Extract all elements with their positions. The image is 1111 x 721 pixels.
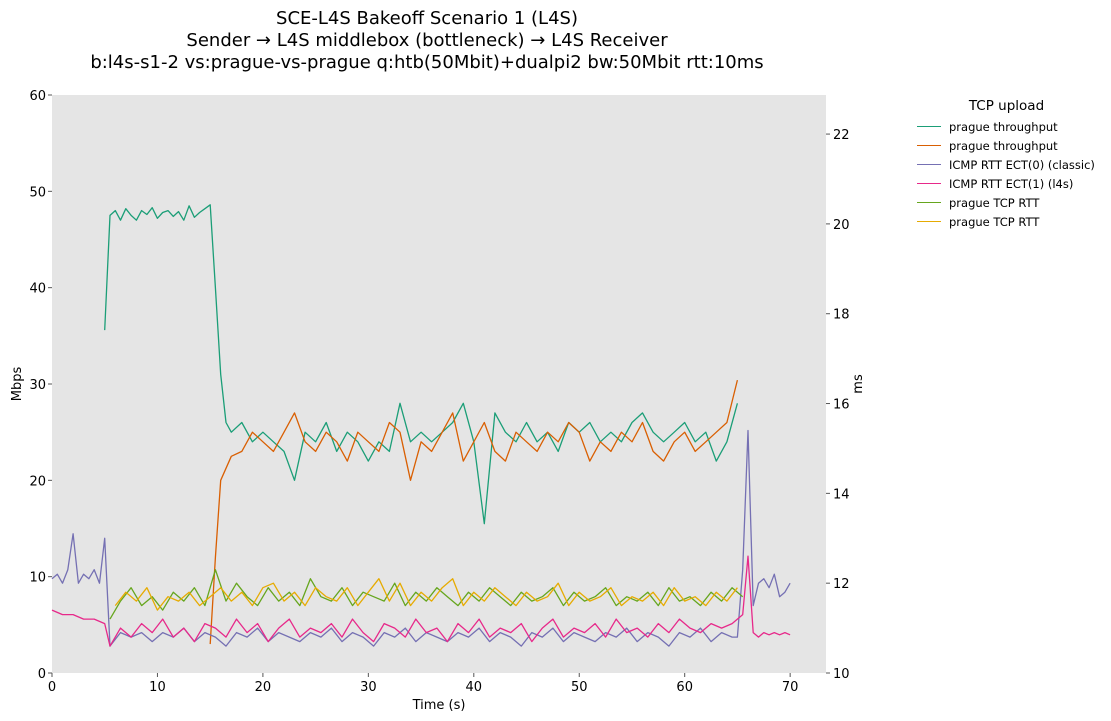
y2-tick-label: 18: [833, 308, 850, 323]
chart-title-line-1: SCE-L4S Bakeoff Scenario 1 (L4S): [276, 8, 578, 29]
legend-swatch: [917, 126, 941, 127]
y2-tick-label: 20: [833, 218, 850, 233]
chart-title-line-2: Sender → L4S middlebox (bottleneck) → L4…: [186, 30, 668, 51]
legend-label: ICMP RTT ECT(0) (classic): [949, 157, 1095, 172]
legend-item: ICMP RTT ECT(1) (l4s): [914, 174, 1111, 193]
legend-label: prague throughput: [949, 119, 1058, 134]
x-tick-label: 30: [360, 680, 377, 695]
y2-tick-label: 22: [833, 128, 850, 143]
y-tick-label: 50: [29, 185, 46, 200]
y-tick-label: 10: [29, 571, 46, 586]
x-tick-label: 40: [466, 680, 483, 695]
y-axis-label: Mbps: [10, 367, 25, 402]
legend-swatch: [917, 202, 941, 203]
x-tick-label: 70: [782, 680, 799, 695]
y2-tick-label: 12: [833, 577, 850, 592]
series-line-4: [109, 569, 744, 620]
legend-item: prague throughput: [914, 117, 1111, 136]
x-axis-label: Time (s): [412, 698, 466, 713]
legend-label: prague throughput: [949, 138, 1058, 153]
y2-axis-label: ms: [851, 374, 866, 394]
legend-swatch: [917, 183, 941, 184]
series-line-0: [104, 204, 739, 525]
series-line-2: [51, 429, 791, 647]
y-tick-label: 0: [38, 667, 46, 682]
x-tick-label: 10: [149, 680, 166, 695]
y-tick-label: 40: [29, 282, 46, 297]
y2-tick-label: 10: [833, 667, 850, 682]
legend-swatch: [917, 164, 941, 165]
legend-item: prague throughput: [914, 136, 1111, 155]
legend-item: ICMP RTT ECT(0) (classic): [914, 155, 1111, 174]
y2-tick-label: 16: [833, 398, 850, 413]
series-line-5: [114, 578, 738, 611]
x-tick-label: 60: [676, 680, 693, 695]
x-tick-label: 20: [255, 680, 272, 695]
legend: TCP upload prague throughput prague throu…: [914, 98, 1111, 231]
legend-label: prague TCP RTT: [949, 195, 1040, 210]
legend-swatch: [917, 221, 941, 222]
legend-item: prague TCP RTT: [914, 212, 1111, 231]
chart-title-line-3: b:l4s-s1-2 vs:prague-vs-prague q:htb(50M…: [90, 52, 764, 73]
plot-area: [52, 95, 826, 673]
legend-item: prague TCP RTT: [914, 193, 1111, 212]
legend-swatch: [917, 145, 941, 146]
legend-label: prague TCP RTT: [949, 214, 1040, 229]
legend-label: ICMP RTT ECT(1) (l4s): [949, 176, 1074, 191]
y-tick-label: 30: [29, 378, 46, 393]
series-line-3: [51, 555, 791, 647]
x-tick-label: 50: [571, 680, 588, 695]
y2-tick-label: 14: [833, 487, 850, 502]
x-tick-label: 0: [48, 680, 56, 695]
series-line-1: [209, 379, 739, 645]
y-tick-label: 20: [29, 474, 46, 489]
legend-title: TCP upload: [968, 98, 1045, 114]
y-tick-label: 60: [29, 89, 46, 104]
